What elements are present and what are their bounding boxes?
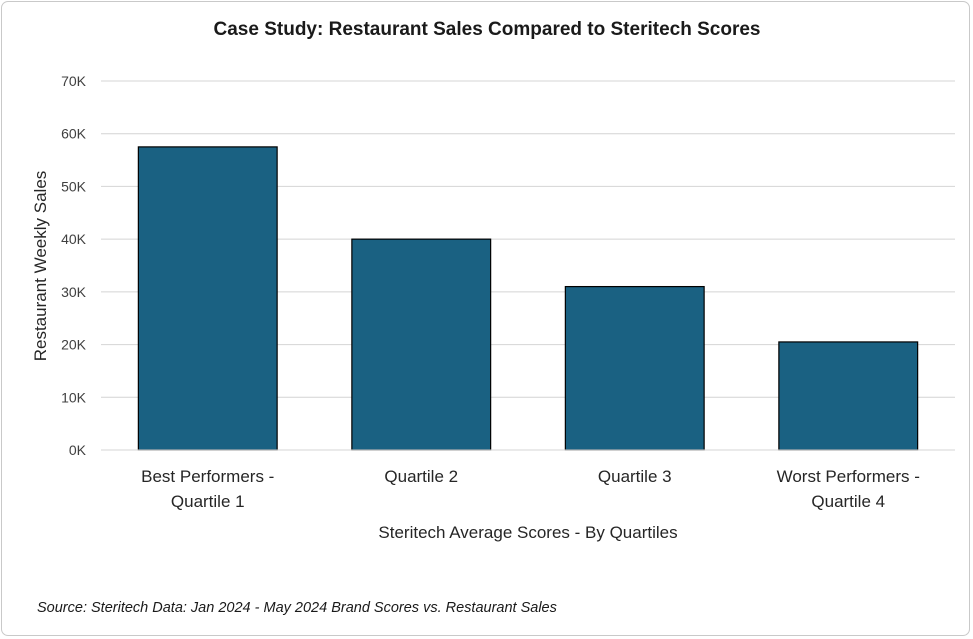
y-tick-label: 60K [61, 126, 87, 142]
bars [137, 146, 919, 451]
x-axis-ticks: Best Performers - Quartile 1 Quartile 2 Qua… [141, 467, 920, 511]
source-note: Source: Steritech Data: Jan 2024 - May 2… [37, 600, 557, 616]
y-tick-label: 0K [69, 442, 87, 458]
x-tick-label: Quartile 1 [171, 492, 245, 511]
y-axis-ticks: 0K 10K 20K 30K 40K 50K 60K 70K [61, 73, 87, 458]
y-tick-label: 40K [61, 231, 87, 247]
x-axis-title: Steritech Average Scores - By Quartiles [378, 523, 677, 542]
bar [778, 341, 919, 451]
y-tick-label: 30K [61, 284, 87, 300]
chart-title: Case Study: Restaurant Sales Compared to… [214, 19, 761, 40]
y-tick-label: 70K [61, 73, 87, 89]
x-tick-label: Best Performers - [141, 467, 274, 486]
x-tick-label: Quartile 3 [598, 467, 672, 486]
y-tick-label: 50K [61, 178, 87, 194]
y-tick-label: 10K [61, 389, 87, 405]
bar [351, 238, 492, 451]
y-tick-label: 20K [61, 337, 87, 353]
y-axis-title: Restaurant Weekly Sales [31, 171, 50, 362]
bar [137, 146, 278, 451]
bar [564, 285, 705, 451]
x-tick-label: Worst Performers - [777, 467, 920, 486]
x-tick-label: Quartile 4 [811, 492, 885, 511]
x-tick-label: Quartile 2 [384, 467, 458, 486]
